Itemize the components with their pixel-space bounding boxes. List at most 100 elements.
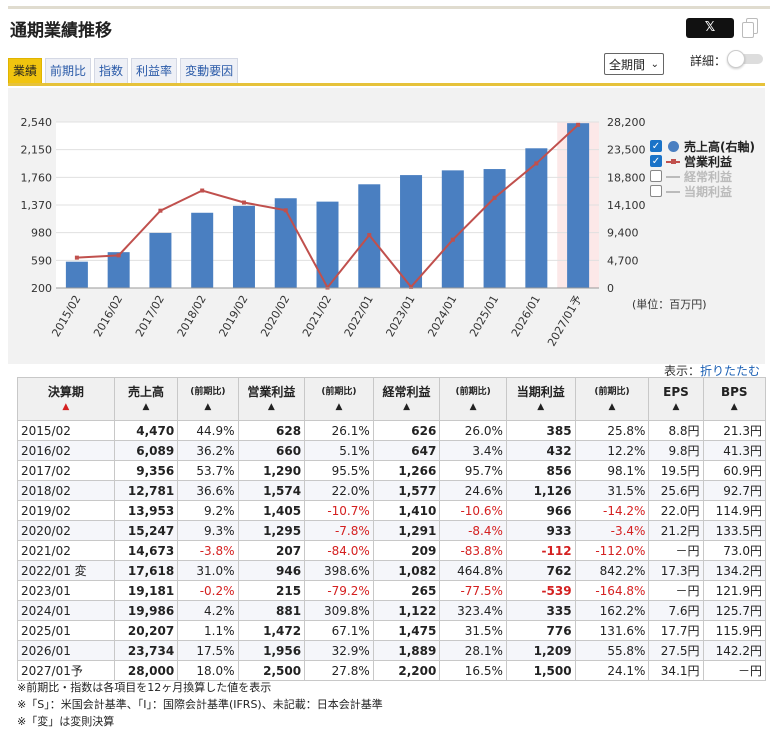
value-cell: 856 — [505, 460, 576, 481]
x-tick-label: 2020/02 — [258, 293, 292, 339]
value-cell: 115.9円 — [702, 620, 767, 641]
sort-arrow-icon[interactable]: ▲ — [62, 402, 70, 412]
legend-label: 経常利益 — [684, 170, 733, 184]
value-cell: -164.8% — [574, 580, 650, 601]
value-cell: 19,986 — [113, 600, 179, 621]
value-cell: 95.7% — [439, 460, 507, 481]
x-tick-label: 2018/02 — [175, 293, 209, 339]
legend-label: 営業利益 — [684, 155, 733, 169]
top-border — [8, 6, 770, 9]
value-cell: -0.2% — [177, 580, 239, 601]
collapse-link[interactable]: 折りたたむ — [700, 364, 761, 378]
value-cell: 60.9円 — [702, 460, 767, 481]
period-select[interactable]: 全期間 ⌄ — [604, 53, 664, 75]
left-tick-label: 1,370 — [21, 199, 53, 212]
period-cell: 2015/02 — [17, 420, 115, 441]
column-header[interactable]: (前期比) ▲ — [304, 377, 374, 421]
sort-arrow-icon[interactable]: ▲ — [335, 402, 343, 412]
bar-sales — [191, 212, 214, 288]
column-header[interactable]: 営業利益 ▲ — [237, 377, 306, 421]
value-cell: 323.4% — [439, 600, 507, 621]
column-header[interactable]: 決算期 ▲ — [17, 377, 115, 421]
value-cell: 131.6% — [574, 620, 650, 641]
point-operating-profit — [116, 253, 121, 258]
column-header-label: 決算期 — [47, 385, 84, 399]
table-row: 2023/01 19,181 -0.2% 215 -79.2% 265 -77.5% -539… — [17, 580, 767, 601]
sort-arrow-icon[interactable]: ▲ — [608, 402, 616, 412]
column-header[interactable]: EPS ▲ — [648, 377, 704, 421]
value-cell: 13,953 — [113, 500, 179, 521]
sort-arrow-icon[interactable]: ▲ — [403, 402, 411, 412]
value-cell: 776 — [505, 620, 576, 641]
point-operating-profit — [450, 237, 455, 242]
value-cell: 27.5円 — [648, 640, 704, 661]
table-row: 2021/02 14,673 -3.8% 207 -84.0% 209 -83.8% -112… — [17, 540, 767, 561]
value-cell: 1,475 — [372, 620, 441, 641]
tab-1[interactable]: 前期比 — [45, 58, 92, 83]
value-cell: 23,734 — [113, 640, 179, 661]
column-header[interactable]: (前期比) ▲ — [574, 377, 650, 421]
value-cell: 1,126 — [505, 480, 576, 501]
tab-0[interactable]: 業績 — [8, 58, 43, 83]
sort-arrow-icon[interactable]: ▲ — [672, 402, 680, 412]
x-share-button[interactable]: 𝕏 — [686, 18, 734, 38]
value-cell: 73.0円 — [702, 540, 767, 561]
left-tick-label: 2,150 — [21, 144, 53, 157]
value-cell: 9.8円 — [648, 440, 704, 461]
column-header-label: 経常利益 — [382, 385, 431, 399]
sort-arrow-icon[interactable]: ▲ — [204, 402, 212, 412]
sort-arrow-icon[interactable]: ▲ — [142, 402, 150, 412]
value-cell: 2,500 — [237, 660, 306, 681]
left-tick-label: 590 — [31, 254, 52, 267]
tab-3[interactable]: 利益率 — [131, 58, 178, 83]
copy-icon[interactable] — [742, 18, 758, 38]
column-header-label: (前期比) — [190, 387, 226, 397]
value-cell: 1.1% — [177, 620, 239, 641]
table-row: 2019/02 13,953 9.2% 1,405 -10.7% 1,410 -10.6% 9… — [17, 500, 767, 521]
value-cell: -84.0% — [304, 540, 374, 561]
legend-label: 売上高(右軸) — [684, 140, 755, 154]
sort-arrow-icon[interactable]: ▲ — [537, 402, 545, 412]
x-tick-label: 2017/02 — [133, 293, 167, 339]
left-tick-label: 2,540 — [21, 116, 53, 129]
tab-2[interactable]: 指数 — [94, 58, 129, 83]
bar-sales — [400, 175, 423, 288]
legend-checkbox[interactable]: ✓ — [650, 155, 662, 167]
bar-sales — [107, 252, 130, 288]
column-header-label: (前期比) — [455, 387, 491, 397]
bar-sales — [525, 148, 548, 288]
point-operating-profit — [158, 208, 163, 213]
legend-checkbox[interactable]: ✓ — [650, 140, 662, 152]
column-header[interactable]: (前期比) ▲ — [177, 377, 239, 421]
value-cell: 933 — [505, 520, 576, 541]
x-tick-label: 2023/01 — [384, 293, 418, 339]
sort-arrow-icon[interactable]: ▲ — [469, 402, 477, 412]
value-cell: 19.5円 — [648, 460, 704, 481]
value-cell: -77.5% — [439, 580, 507, 601]
column-header[interactable]: BPS ▲ — [702, 377, 767, 421]
column-header-label: 当期利益 — [516, 385, 565, 399]
column-header[interactable]: (前期比) ▲ — [439, 377, 507, 421]
value-cell: 36.6% — [177, 480, 239, 501]
value-cell: 1,956 — [237, 640, 306, 661]
value-cell: 25.6円 — [648, 480, 704, 501]
column-header[interactable]: 売上高 ▲ — [113, 377, 179, 421]
value-cell: 2,200 — [372, 660, 441, 681]
value-cell: 98.1% — [574, 460, 650, 481]
column-header[interactable]: 当期利益 ▲ — [505, 377, 576, 421]
value-cell: -14.2% — [574, 500, 650, 521]
x-tick-label: 2022/01 — [342, 293, 376, 339]
x-tick-label: 2024/01 — [425, 293, 459, 339]
legend-checkbox[interactable] — [650, 185, 662, 197]
performance-chart: 200 590 980 1,370 1,760 2,150 2,540 0 4,700 9,400… — [21, 116, 646, 349]
bar-sales — [65, 261, 88, 288]
sort-arrow-icon[interactable]: ▲ — [267, 402, 275, 412]
sort-arrow-icon[interactable]: ▲ — [730, 402, 738, 412]
tab-4[interactable]: 変動要因 — [180, 58, 239, 83]
legend-checkbox[interactable] — [650, 170, 662, 182]
value-cell: 24.1% — [574, 660, 650, 681]
tab-underline — [8, 83, 765, 86]
detail-toggle[interactable] — [727, 50, 765, 68]
value-cell: 3.4% — [439, 440, 507, 461]
column-header[interactable]: 経常利益 ▲ — [372, 377, 441, 421]
